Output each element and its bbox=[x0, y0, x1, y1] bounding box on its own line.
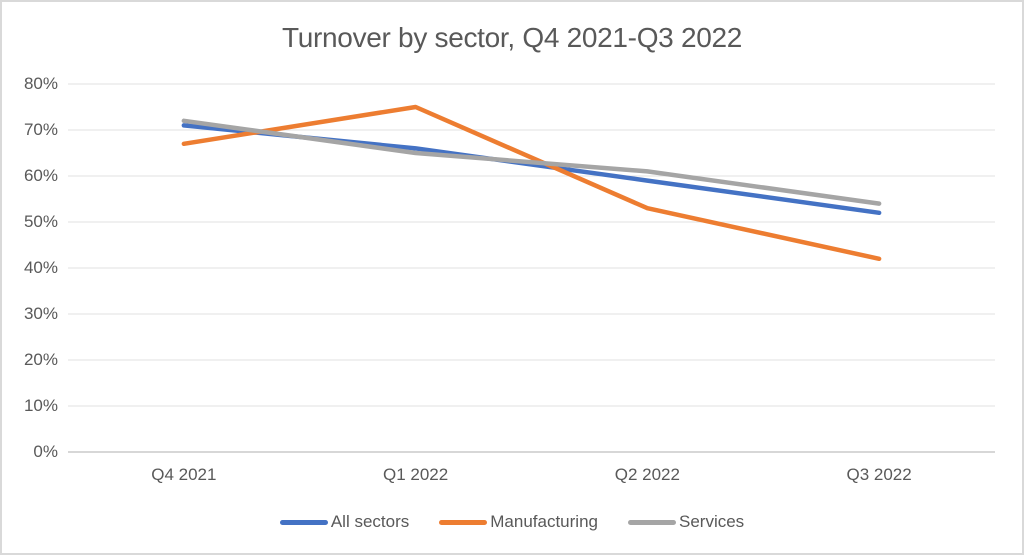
x-category-label: Q1 2022 bbox=[383, 465, 449, 484]
y-tick-label: 60% bbox=[23, 166, 58, 185]
legend: All sectors Manufacturing Services bbox=[0, 509, 1024, 535]
legend-line-icon bbox=[627, 519, 676, 525]
legend-label: Services bbox=[678, 512, 745, 531]
y-tick-label: 30% bbox=[23, 304, 58, 323]
y-tick-label: 10% bbox=[23, 396, 58, 415]
legend-label: Manufacturing bbox=[490, 512, 598, 531]
series-line-manufacturing bbox=[181, 104, 882, 262]
series-line-all-sectors bbox=[181, 123, 882, 216]
legend-item-manufacturing: Manufacturing bbox=[439, 512, 598, 532]
legend-item-all-sectors: All sectors bbox=[279, 512, 410, 532]
y-tick-label: 70% bbox=[23, 120, 58, 139]
chart-title: Turnover by sector, Q4 2021-Q3 2022 bbox=[281, 22, 743, 53]
series-line-services bbox=[181, 118, 882, 206]
y-tick-label: 80% bbox=[23, 74, 58, 93]
x-category-label: Q4 2021 bbox=[151, 465, 217, 484]
y-tick-label: 50% bbox=[23, 212, 58, 231]
legend-line-icon bbox=[439, 519, 488, 525]
legend-label: All sectors bbox=[330, 512, 410, 531]
x-category-label: Q2 2022 bbox=[614, 465, 680, 484]
x-category-label: Q3 2022 bbox=[846, 465, 912, 484]
y-tick-label: 20% bbox=[23, 350, 58, 369]
y-tick-label: 0% bbox=[33, 442, 58, 461]
y-tick-label: 40% bbox=[23, 258, 58, 277]
legend-line-icon bbox=[279, 519, 328, 525]
legend-item-services: Services bbox=[627, 512, 745, 532]
